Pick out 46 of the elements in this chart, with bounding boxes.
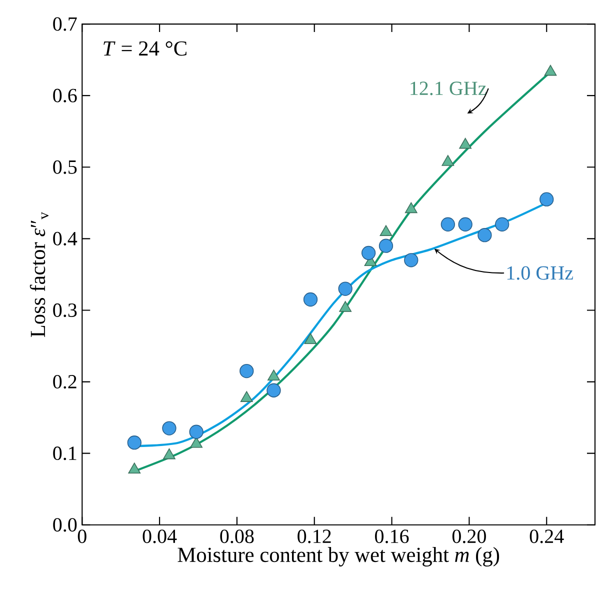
y-tick-label: 0.1	[53, 446, 76, 460]
point	[380, 225, 392, 236]
x-tick-label: 0.04	[142, 530, 177, 544]
point	[127, 436, 142, 450]
point	[378, 238, 394, 253]
x-tick-label: 0	[78, 530, 86, 544]
point	[540, 192, 554, 206]
point	[544, 64, 557, 76]
point	[361, 246, 376, 260]
y-tick-label: 0.4	[53, 232, 78, 246]
y-tick-label: 0.3	[53, 303, 77, 318]
x-tick-label: 0.20	[452, 530, 486, 544]
point	[266, 383, 281, 398]
y-tick-label: 0.2	[53, 374, 76, 389]
x-tick-label: 0.12	[298, 530, 331, 544]
x-tick-label: 0.24	[530, 530, 564, 544]
point	[240, 364, 254, 378]
x-tick-label: 0.08	[220, 530, 254, 544]
point	[303, 292, 318, 307]
series-label: 1.0 GHz	[507, 266, 573, 280]
x-tick-label: 0.16	[375, 530, 409, 544]
y-tick-label: 0.5	[53, 160, 77, 174]
point	[162, 421, 176, 436]
point	[189, 424, 204, 439]
point	[304, 333, 317, 344]
y-tick-label: 0.7	[53, 17, 77, 31]
text: 12.1 GHz	[410, 82, 486, 96]
point	[163, 448, 176, 460]
point	[240, 391, 253, 402]
y-tick-label: 0.6	[53, 88, 77, 102]
x-axis-title: Moisture content by wet weight m (g)	[178, 547, 500, 566]
point	[404, 253, 418, 268]
point	[338, 282, 352, 296]
point	[478, 228, 492, 242]
point	[495, 217, 510, 232]
point	[459, 138, 472, 149]
point	[458, 217, 472, 232]
point	[404, 202, 418, 214]
annotation: T = 24 °C	[104, 41, 186, 56]
point	[440, 217, 455, 232]
point	[128, 462, 141, 474]
point	[268, 370, 280, 381]
y-tick-label: 0.0	[53, 518, 77, 532]
y-axis-title: Loss factor ε″$_{v}$	[30, 212, 49, 338]
point	[339, 301, 352, 312]
point	[442, 155, 454, 166]
